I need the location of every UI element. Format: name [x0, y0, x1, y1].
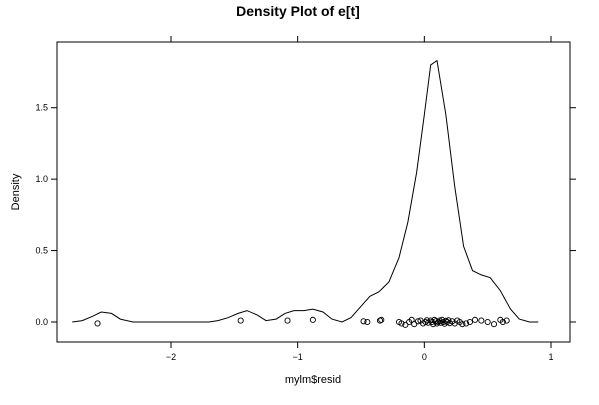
rug-point: [411, 321, 418, 328]
rug-points: [94, 316, 510, 328]
y-tick-label: 0.5: [35, 246, 48, 256]
y-tick-label: 1.5: [35, 103, 48, 113]
rug-point: [478, 317, 485, 324]
x-tick-label: 1: [548, 352, 553, 362]
rug-point: [471, 316, 479, 323]
rug-point: [437, 319, 444, 326]
rug-point: [503, 317, 510, 324]
rug-point: [398, 320, 405, 327]
rug-point: [94, 320, 101, 327]
rug-point: [284, 317, 291, 324]
chart-title: Density Plot of e[t]: [236, 3, 360, 19]
rug-point: [463, 320, 470, 327]
x-tick-label: −2: [166, 352, 176, 362]
y-axis-label: Density: [10, 173, 22, 210]
rug-point: [414, 318, 422, 325]
rug-point: [237, 317, 244, 324]
y-tick-label: 1.0: [35, 174, 48, 184]
rug-point: [466, 318, 473, 326]
rug-point: [360, 318, 367, 325]
rug-point: [499, 318, 506, 326]
x-tick-label: 0: [422, 352, 427, 362]
density-series: [72, 59, 539, 323]
rug-point: [459, 321, 466, 328]
rug-point: [378, 316, 385, 323]
rug-point: [445, 317, 452, 324]
x-axis-label: mylm$resid: [285, 374, 341, 386]
y-tick-label: 0.0: [35, 317, 48, 327]
rug-point: [364, 318, 371, 326]
axis-ticks: −2 −1 0 1 0.0 0.5 1.0 1.5: [35, 36, 576, 362]
x-tick-label: −1: [293, 352, 303, 362]
rug-point: [309, 316, 316, 323]
density-line: [72, 59, 539, 323]
plot-frame: [56, 41, 571, 343]
rug-point: [490, 321, 498, 328]
rug-point: [484, 318, 491, 326]
rug-point: [402, 321, 409, 328]
